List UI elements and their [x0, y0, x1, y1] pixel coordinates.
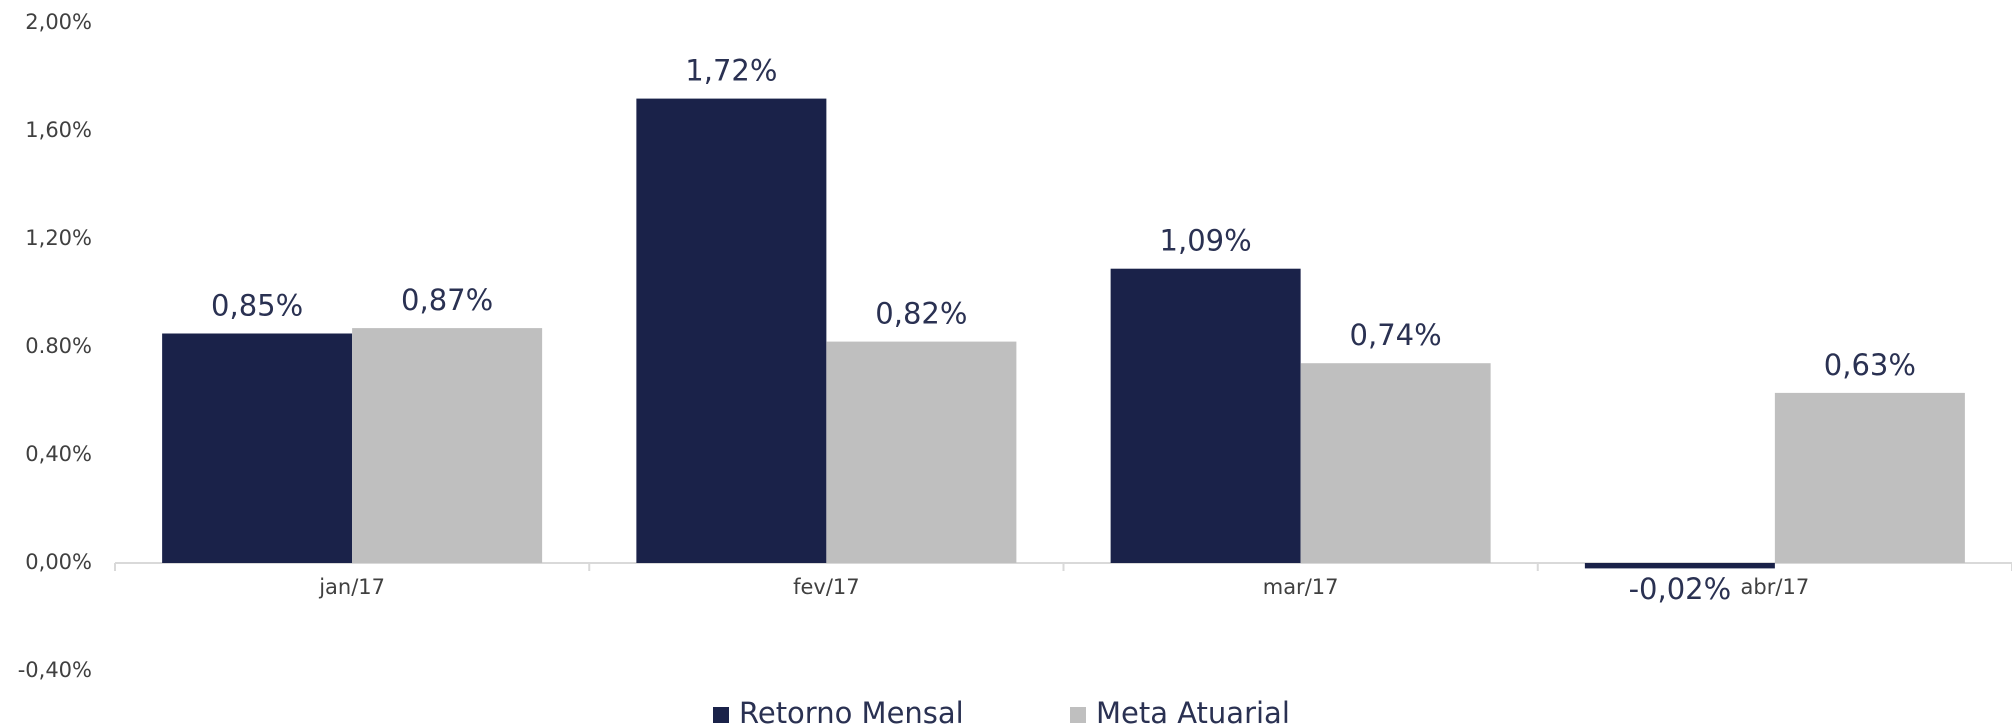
x-tick-label: jan/17: [318, 575, 385, 599]
y-tick-label: 0,00%: [25, 550, 92, 574]
y-tick-label: 0,40%: [25, 442, 92, 466]
y-tick-label: 1,60%: [25, 118, 92, 142]
bar: [162, 333, 353, 563]
legend-label: Retorno Mensal: [739, 696, 964, 727]
bar: [826, 341, 1017, 563]
value-label: 1,72%: [685, 54, 777, 88]
x-tick-label: mar/17: [1263, 575, 1339, 599]
value-label: -0,02%: [1629, 572, 1732, 606]
y-tick-label: 1,20%: [25, 226, 92, 250]
value-label: 0,82%: [875, 297, 967, 331]
legend-label: Meta Atuarial: [1096, 696, 1290, 727]
y-tick-label: 2,00%: [25, 10, 92, 34]
bar: [1774, 392, 1965, 563]
legend-swatch: [1070, 707, 1086, 723]
bar: [1584, 563, 1775, 569]
bar: [1300, 363, 1491, 563]
value-label: 1,09%: [1160, 224, 1252, 258]
value-label: 0,85%: [211, 289, 303, 323]
y-tick-label: 0.80%: [25, 334, 92, 358]
bar: [1110, 268, 1301, 563]
bar: [352, 328, 543, 563]
value-label: 0,63%: [1824, 348, 1916, 382]
x-tick-label: abr/17: [1741, 575, 1810, 599]
value-label: 0,87%: [401, 283, 493, 317]
legend-swatch: [713, 707, 729, 723]
value-label: 0,74%: [1350, 318, 1442, 352]
bar: [636, 98, 827, 563]
x-tick-label: fev/17: [793, 575, 860, 599]
y-tick-label: -0,40%: [18, 658, 92, 682]
